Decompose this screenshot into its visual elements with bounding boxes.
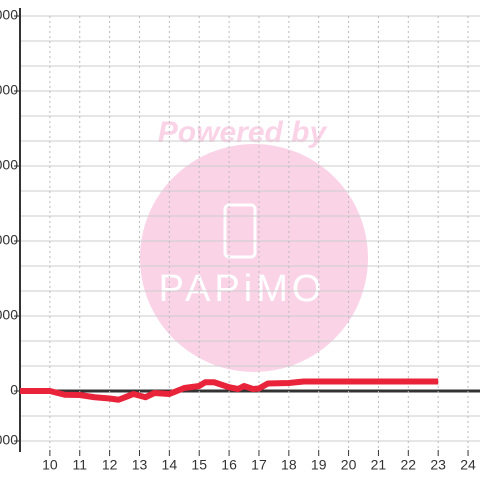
x-tick-label: 15 <box>191 457 207 473</box>
watermark-circle <box>140 144 368 372</box>
x-tick-label: 19 <box>311 457 327 473</box>
x-tick-label: 11 <box>72 457 87 473</box>
x-tick-label: 12 <box>102 457 118 473</box>
watermark-icon <box>223 203 257 259</box>
y-tick-label: 150,000 <box>0 7 18 23</box>
x-tick-label: 13 <box>132 457 148 473</box>
x-tick-label: 16 <box>221 457 237 473</box>
x-tick-label: 14 <box>162 457 178 473</box>
watermark-logo: PAPiMO <box>159 268 326 310</box>
x-tick-label: 18 <box>281 457 297 473</box>
line <box>20 378 439 403</box>
y-tick-label: 120,000 <box>0 82 18 98</box>
y-tick-label: -20,000 <box>0 432 18 448</box>
x-tick-label: 10 <box>42 457 58 473</box>
x-tick-label: 17 <box>251 457 267 473</box>
x-tick-label: 22 <box>401 457 417 473</box>
y-tick-label: 60,000 <box>0 232 18 248</box>
x-tick-label: 20 <box>341 457 357 473</box>
y-tick-label: 0 <box>10 382 18 398</box>
y-tick-label: 30,000 <box>0 307 18 323</box>
x-tick-label: 23 <box>430 457 446 473</box>
y-tick-label: 90,000 <box>0 157 18 173</box>
x-tick-label: 21 <box>371 457 387 473</box>
watermark-text: Powered by <box>158 116 328 149</box>
x-tick-label: 24 <box>460 457 476 473</box>
